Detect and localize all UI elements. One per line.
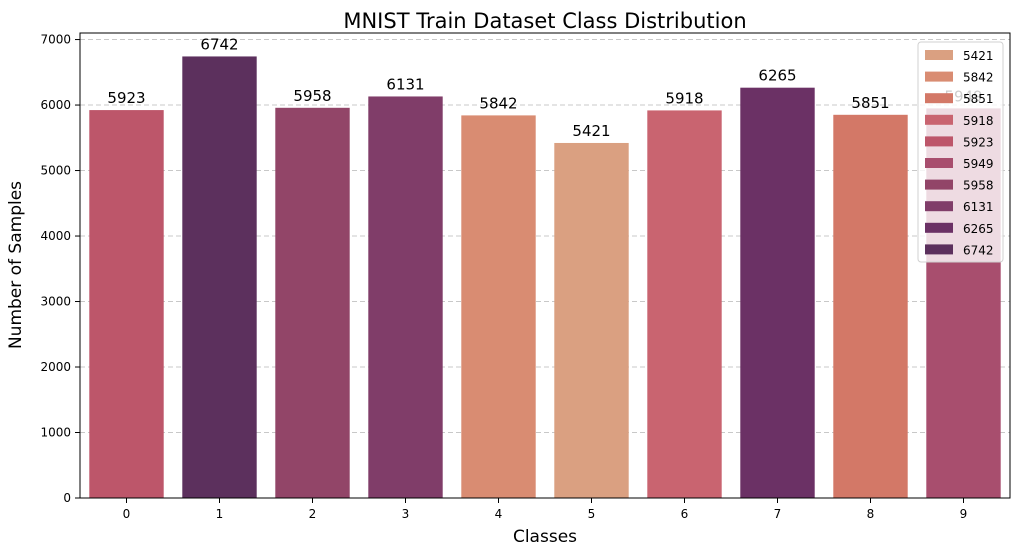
legend-entry-label: 5851 [963,92,994,106]
y-tick-label: 4000 [40,229,71,243]
legend-swatch [925,136,953,147]
y-tick-label: 1000 [40,426,71,440]
bar-value-label: 5923 [107,89,145,107]
bar [647,110,722,499]
x-axis-ticks: 0 1 2 3 4 5 6 7 8 9 [123,498,968,521]
legend-swatch [925,50,953,60]
y-tick-label: 6000 [40,98,71,112]
x-tick-label: 7 [774,507,782,521]
bar-value-label: 5958 [293,87,331,105]
legend-entry-label: 6131 [963,200,994,214]
bar-value-label: 5918 [665,89,703,107]
legend-swatch [925,71,953,82]
bar-value-label: 5421 [572,122,610,140]
legend-entry-label: 5842 [963,71,994,85]
x-tick-label: 9 [960,507,968,521]
legend-swatch [925,114,953,125]
bar-value-label: 6131 [386,75,424,93]
x-tick-label: 5 [588,507,596,521]
x-tick-label: 3 [402,507,410,521]
bar [554,142,629,498]
bar-value-label: 5842 [479,94,517,112]
y-axis-label: Number of Samples [6,181,26,349]
bar [833,114,908,498]
bar [182,56,257,499]
y-tick-label: 0 [63,491,71,505]
plot-frame [79,32,1011,499]
x-axis-label: Classes [513,527,577,547]
legend-entry-label: 5923 [963,135,994,149]
legend-entry-label: 5949 [963,157,994,171]
legend-swatch [925,222,953,233]
bar-value-label: 5851 [851,94,889,112]
chart-title: MNIST Train Dataset Class Distribution [343,9,746,33]
legend-swatch [925,201,953,212]
bar [89,110,164,499]
y-axis-ticks: 0 1000 2000 3000 4000 5000 6000 7000 [40,33,80,505]
x-tick-label: 2 [309,507,317,521]
y-tick-label: 5000 [40,164,71,178]
legend-swatch [925,244,953,255]
y-tick-label: 2000 [40,360,71,374]
x-tick-label: 8 [867,507,875,521]
bar [368,96,443,498]
legend-entry-label: 6265 [963,222,994,236]
x-tick-label: 4 [495,507,503,521]
legend-entry-label: 5958 [963,179,994,193]
legend-entry-label: 5918 [963,114,994,128]
x-tick-label: 1 [216,507,224,521]
legend-swatch [925,179,953,190]
y-tick-label: 3000 [40,295,71,309]
legend-swatch [925,158,953,168]
bar-value-label: 6742 [200,35,238,53]
y-tick-label: 7000 [40,33,71,47]
x-tick-label: 6 [681,507,689,521]
bar [275,107,350,498]
legend-swatch [925,93,953,104]
bar-value-label: 6265 [758,67,796,85]
legend: 5421 5842 5851 5918 5923 5949 5958 6131 6265 6742 [917,41,1004,263]
legend-entry-label: 6742 [963,243,994,257]
bars [89,56,1001,499]
legend-entry-label: 5421 [963,49,994,63]
x-tick-label: 0 [123,507,131,521]
bar [740,87,815,499]
bar [461,115,536,499]
